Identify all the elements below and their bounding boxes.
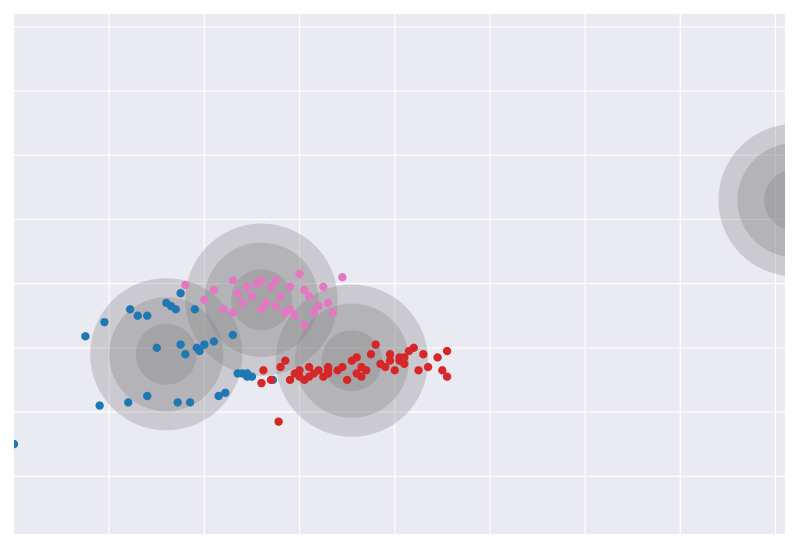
data-point: [433, 353, 442, 362]
data-point: [219, 305, 228, 314]
data-point: [300, 321, 309, 330]
data-point: [125, 305, 135, 314]
data-point: [185, 398, 195, 407]
data-point: [361, 366, 371, 375]
data-point: [176, 340, 185, 349]
data-point: [247, 372, 257, 381]
data-point: [319, 282, 328, 292]
data-point: [247, 292, 257, 301]
data-point: [81, 332, 90, 341]
data-point: [366, 350, 376, 359]
data-point: [342, 375, 352, 385]
data-point: [414, 366, 423, 375]
plot-background: [14, 14, 785, 534]
data-point: [323, 366, 333, 375]
data-point: [395, 356, 404, 365]
data-point: [357, 372, 366, 381]
data-point: [266, 282, 276, 292]
data-points: [14, 196, 798, 449]
cluster-halo: [764, 171, 785, 230]
data-point: [423, 362, 433, 372]
data-point: [233, 289, 242, 298]
data-point: [328, 308, 338, 317]
data-point: [304, 362, 314, 372]
data-point: [257, 378, 266, 388]
cluster-halo: [109, 297, 224, 412]
data-point: [290, 311, 299, 320]
data-point: [152, 343, 161, 353]
data-point: [181, 350, 190, 359]
data-point: [385, 350, 395, 359]
data-point: [200, 295, 209, 304]
data-point: [790, 196, 798, 204]
data-point: [304, 292, 314, 301]
data-point: [271, 276, 280, 285]
data-point: [243, 282, 252, 292]
data-point: [371, 340, 380, 349]
data-point: [195, 346, 204, 356]
data-point: [257, 305, 266, 314]
data-point: [257, 276, 266, 285]
data-point: [295, 269, 304, 279]
data-point: [338, 273, 347, 282]
data-point: [266, 375, 276, 385]
data-point: [271, 301, 280, 311]
grid: [14, 14, 785, 534]
data-point: [143, 311, 152, 320]
data-point: [214, 391, 223, 401]
data-point: [228, 276, 238, 285]
data-point: [385, 356, 395, 365]
data-point: [314, 301, 323, 311]
data-point: [300, 285, 309, 295]
data-point: [295, 366, 304, 375]
data-point: [419, 350, 428, 359]
data-point: [338, 362, 347, 372]
data-point: [262, 298, 271, 308]
data-point: [209, 285, 219, 295]
data-point: [100, 317, 109, 327]
data-point: [314, 366, 323, 375]
data-point: [143, 391, 152, 401]
data-point: [442, 346, 452, 356]
data-point: [238, 298, 247, 308]
data-point: [176, 289, 185, 298]
data-point: [285, 282, 295, 292]
cluster-halo: [718, 124, 785, 276]
cluster-halo: [90, 278, 243, 431]
data-point: [259, 366, 268, 375]
plot-area: [14, 124, 798, 449]
data-point: [438, 366, 447, 375]
data-point: [95, 401, 104, 410]
data-point: [381, 362, 390, 372]
data-point: [285, 305, 295, 314]
data-point: [14, 439, 19, 449]
data-point: [173, 398, 182, 407]
data-point: [124, 398, 133, 407]
data-point: [228, 330, 238, 340]
cluster-halo: [185, 223, 338, 376]
data-point: [285, 375, 295, 385]
data-point: [200, 340, 209, 349]
data-point: [276, 292, 285, 301]
data-point: [323, 298, 333, 308]
data-point: [171, 305, 181, 314]
data-point: [274, 417, 283, 426]
data-point: [409, 343, 418, 353]
data-point: [276, 362, 285, 372]
data-point: [133, 311, 142, 320]
data-point: [390, 366, 399, 375]
cluster-halo: [737, 143, 785, 257]
data-point: [281, 356, 290, 365]
data-point: [221, 388, 230, 397]
cluster-halo: [135, 323, 197, 385]
data-point: [442, 372, 452, 381]
cluster-halo: [204, 242, 319, 357]
data-point: [309, 308, 319, 317]
data-point: [181, 280, 190, 290]
data-point: [209, 337, 219, 346]
data-point: [228, 308, 238, 317]
data-point: [352, 353, 361, 362]
data-point: [190, 305, 200, 314]
